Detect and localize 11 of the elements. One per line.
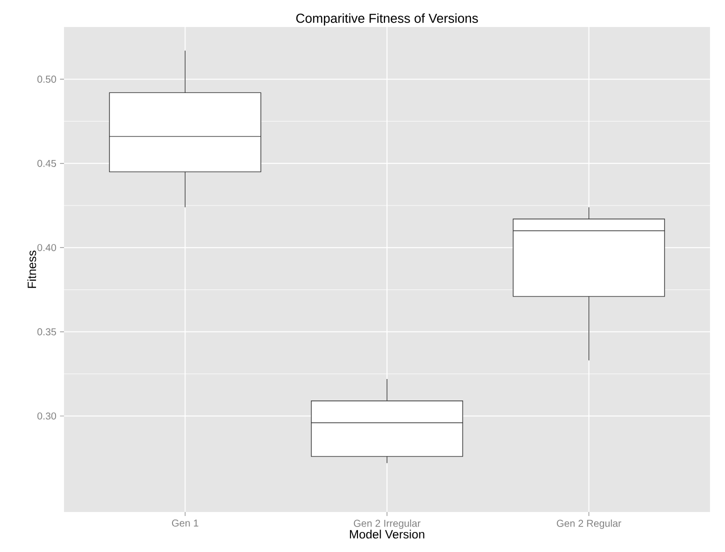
y-tick-label: 0.50 <box>37 76 56 83</box>
y-axis-title: Fitness <box>27 250 36 288</box>
x-tick-label: Gen 1 <box>172 520 198 527</box>
y-tick-label: 0.35 <box>37 328 56 336</box>
x-tick-label: Gen 2 Regular <box>556 520 622 529</box>
y-tick-label: 0.30 <box>37 412 56 420</box>
x-tick-label: Gen 2 Irregular <box>354 520 420 529</box>
x-axis-title: Model Version <box>350 530 424 539</box>
chart-title: Comparitive Fitness of Versions <box>296 13 478 26</box>
y-tick-label: 0.40 <box>37 244 56 252</box>
y-tick-label: 0.45 <box>37 160 56 167</box>
